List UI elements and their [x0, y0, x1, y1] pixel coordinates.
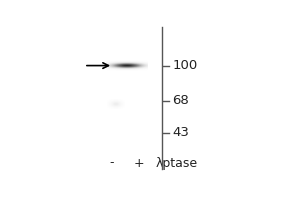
Text: λptase: λptase — [156, 157, 198, 170]
Text: -: - — [110, 157, 114, 170]
Text: 100: 100 — [172, 59, 198, 72]
Text: 68: 68 — [172, 95, 189, 108]
Text: 43: 43 — [172, 126, 190, 139]
Text: +: + — [133, 157, 144, 170]
